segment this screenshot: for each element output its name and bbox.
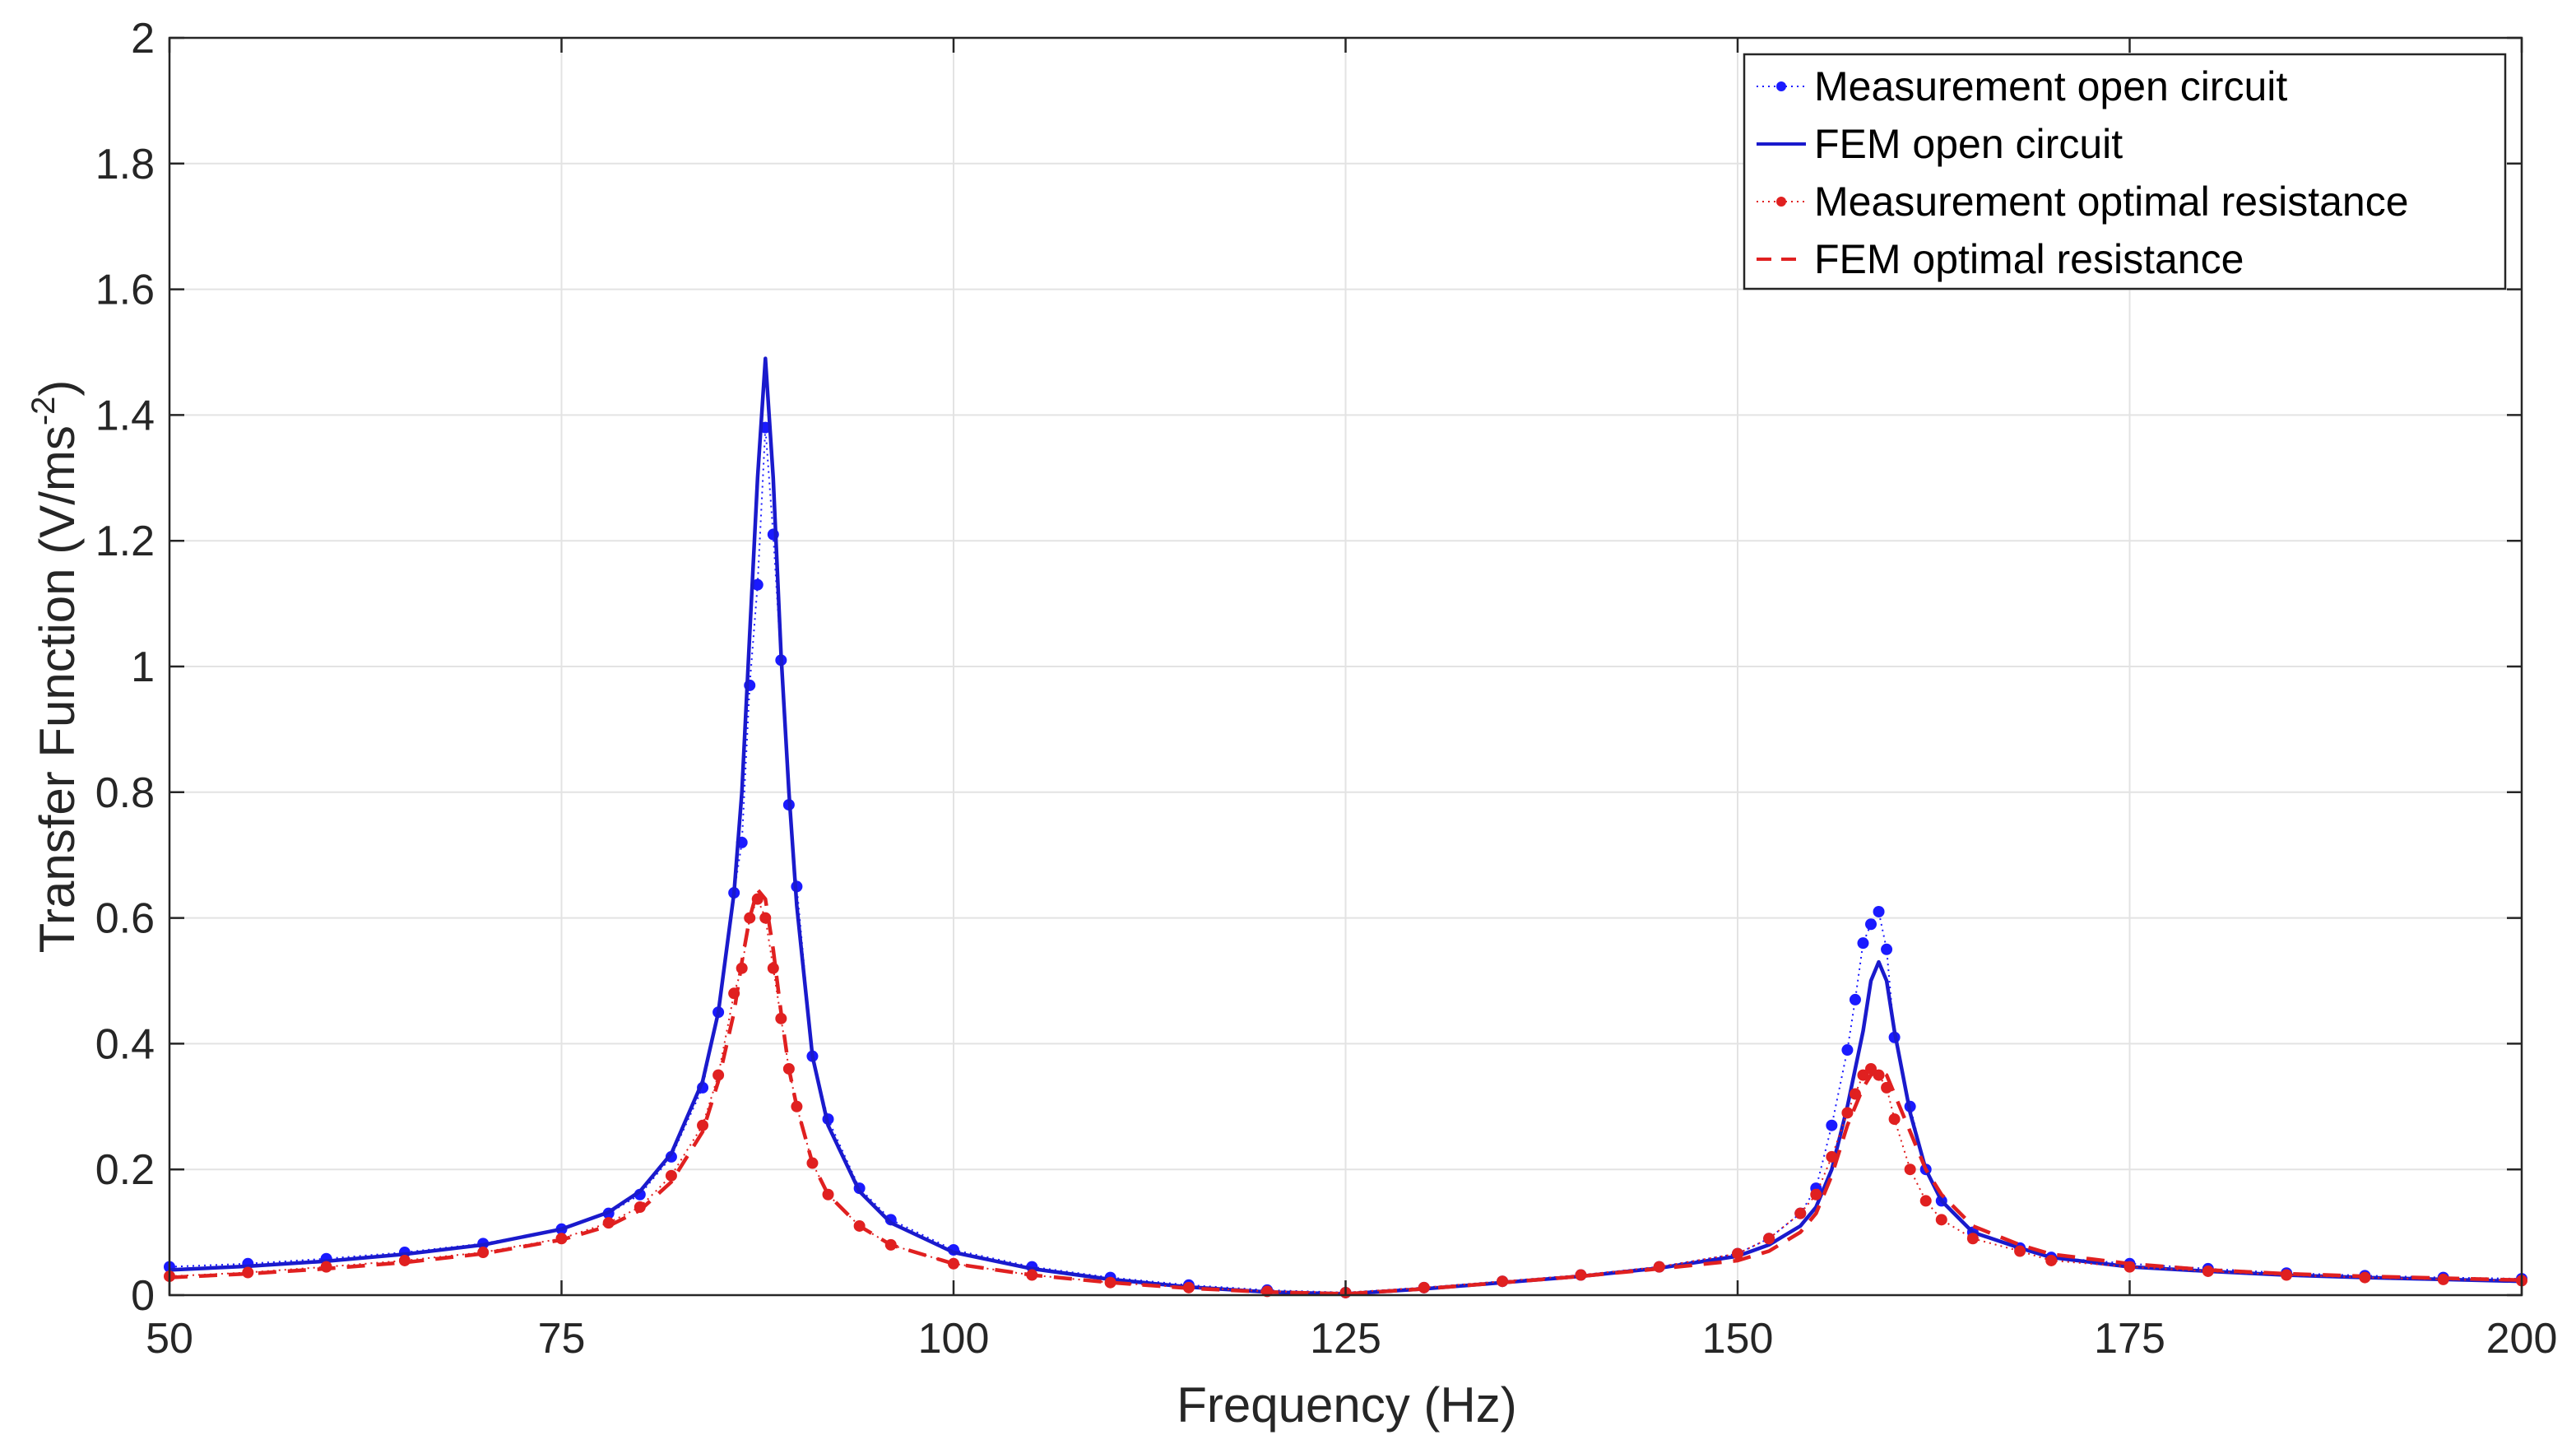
data-point bbox=[1888, 1113, 1901, 1126]
data-point bbox=[1904, 1163, 1916, 1176]
legend-entry-measurement-optimal-resistance: Measurement optimal resistance bbox=[1757, 179, 2409, 225]
legend-label-fem-open-circuit: FEM open circuit bbox=[1814, 121, 2123, 167]
legend-box bbox=[1743, 53, 2507, 290]
x-tick-label: 50 bbox=[146, 1315, 193, 1363]
data-point bbox=[1966, 1233, 1979, 1245]
y-tick-label: 0 bbox=[131, 1272, 155, 1320]
legend: Measurement open circuit FEM open circui… bbox=[1743, 53, 2507, 290]
series-line bbox=[169, 887, 2523, 1296]
legend-entry-measurement-open-circuit: Measurement open circuit bbox=[1757, 63, 2287, 109]
x-tick-label: 100 bbox=[918, 1315, 990, 1363]
series-3 bbox=[169, 887, 2523, 1296]
data-point bbox=[1104, 1276, 1116, 1289]
y-tick-label: 1.4 bbox=[95, 392, 155, 439]
data-point bbox=[697, 1119, 709, 1131]
data-point bbox=[1575, 1269, 1587, 1281]
data-point bbox=[751, 578, 764, 591]
x-tick-label: 75 bbox=[538, 1315, 586, 1363]
data-point bbox=[1857, 1069, 1869, 1081]
data-point bbox=[1763, 1233, 1775, 1245]
legend-label-fem-optimal-resistance: FEM optimal resistance bbox=[1814, 236, 2244, 282]
data-point bbox=[1865, 918, 1877, 931]
data-point bbox=[2281, 1269, 2293, 1281]
data-point bbox=[1873, 905, 1885, 917]
y-tick-label: 1.8 bbox=[95, 141, 155, 188]
axes bbox=[168, 36, 2523, 1297]
y-tick-label: 1.6 bbox=[95, 267, 155, 314]
y-tick-labels: 0 0.2 0.4 0.6 0.8 1 1.2 1.4 1.6 1.8 2 bbox=[95, 15, 155, 1320]
y-tick-label: 2 bbox=[131, 15, 155, 63]
data-point bbox=[1841, 1107, 1854, 1119]
y-axis-label: Transfer Function (V/ms-2) bbox=[26, 380, 85, 954]
y-tick-label: 0.2 bbox=[95, 1146, 155, 1194]
x-tick-label: 200 bbox=[2486, 1315, 2558, 1363]
data-point bbox=[665, 1169, 677, 1182]
data-point bbox=[744, 912, 756, 924]
y-axis-label-close: ) bbox=[30, 380, 85, 397]
data-point bbox=[1881, 943, 1893, 955]
y-tick-label: 1.2 bbox=[95, 518, 155, 565]
data-point bbox=[1919, 1195, 1932, 1207]
data-point bbox=[1935, 1214, 1947, 1226]
y-tick-label: 0.4 bbox=[95, 1020, 155, 1068]
data-point bbox=[1732, 1247, 1743, 1260]
x-tick-labels: 50 75 100 125 150 175 200 bbox=[146, 1315, 2557, 1363]
legend-label-measurement-open-circuit: Measurement open circuit bbox=[1814, 63, 2287, 109]
legend-entry-fem-optimal-resistance: FEM optimal resistance bbox=[1757, 236, 2244, 282]
x-tick-label: 125 bbox=[1310, 1315, 1381, 1363]
x-tick-label: 175 bbox=[2094, 1315, 2165, 1363]
x-axis-label: Frequency (Hz) bbox=[1177, 1377, 1516, 1433]
data-point bbox=[1857, 937, 1869, 950]
data-point bbox=[1841, 1044, 1854, 1057]
data-point bbox=[1794, 1207, 1807, 1219]
y-axis-label-superscript: -2 bbox=[26, 397, 62, 426]
y-tick-label: 1 bbox=[131, 643, 155, 691]
y-axis-label-main: Transfer Function (V/ms bbox=[30, 425, 85, 953]
legend-entry-fem-open-circuit: FEM open circuit bbox=[1757, 121, 2123, 167]
x-tick-label: 150 bbox=[1702, 1315, 1774, 1363]
legend-swatch-dot bbox=[1776, 197, 1786, 207]
y-tick-label: 0.6 bbox=[95, 895, 155, 943]
data-point bbox=[1826, 1150, 1838, 1163]
data-point bbox=[1810, 1188, 1822, 1201]
data-point bbox=[1849, 993, 1861, 1005]
plot-series bbox=[164, 356, 2527, 1298]
data-point bbox=[767, 962, 779, 974]
data-point bbox=[1826, 1119, 1838, 1131]
data-point bbox=[2014, 1245, 2026, 1257]
legend-swatch-dot bbox=[1776, 81, 1786, 91]
data-point bbox=[2045, 1254, 2058, 1266]
legend-label-measurement-optimal-resistance: Measurement optimal resistance bbox=[1814, 179, 2409, 225]
y-tick-label: 0.8 bbox=[95, 769, 155, 817]
